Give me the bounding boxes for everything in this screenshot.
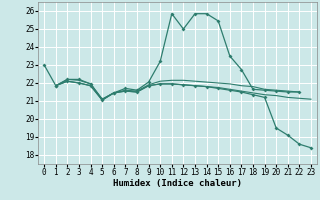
X-axis label: Humidex (Indice chaleur): Humidex (Indice chaleur) bbox=[113, 179, 242, 188]
